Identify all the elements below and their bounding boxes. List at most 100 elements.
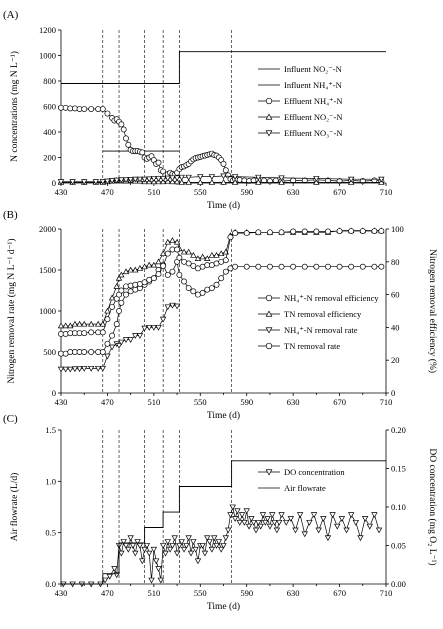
data-point [190, 288, 197, 295]
data-point [243, 230, 250, 237]
data-point [71, 366, 79, 373]
data-point [159, 543, 167, 549]
data-point [264, 516, 271, 522]
data-point [169, 237, 176, 243]
legend-entry: NH₄⁺-N removal rate [284, 325, 358, 335]
x-tick-label: 670 [333, 187, 346, 197]
data-point [173, 175, 181, 182]
data-point [134, 539, 141, 545]
data-point [176, 271, 183, 278]
data-point [176, 254, 183, 261]
data-point [215, 539, 223, 545]
legend: NH₄⁺-N removal efficiency TN removal effi… [258, 293, 379, 351]
legend-entry: Effluent NH₄⁺-N [284, 96, 343, 106]
data-point [171, 535, 178, 542]
data-point [185, 248, 192, 255]
y-tick-label: 1.0 [45, 476, 56, 486]
data-point [352, 519, 360, 526]
data-point [243, 508, 250, 515]
data-point [257, 523, 264, 530]
data-point [57, 322, 65, 329]
data-point [208, 546, 216, 553]
series-1 [58, 258, 385, 357]
data-point [324, 535, 332, 542]
data-point [255, 229, 262, 236]
data-point [248, 516, 255, 522]
data-point [169, 543, 176, 549]
data-point [232, 230, 239, 237]
data-point [176, 543, 183, 549]
data-point [155, 324, 162, 331]
x-tick-label: 710 [380, 187, 393, 197]
chart-panel-3: (C) 430 470 510 550 590 630 670 710 0.0 0.5 1.0 1.5 0… [3, 413, 438, 612]
y-axis-label: N concentrations (mg N L⁻¹) [9, 51, 20, 162]
data-point [127, 337, 134, 344]
legend-marker [265, 469, 273, 476]
data-point [190, 262, 197, 269]
data-point [278, 229, 285, 236]
series-line [61, 460, 386, 585]
y2-tick-label: 100 [391, 224, 404, 234]
y2-tick-label: 0.20 [391, 425, 406, 435]
data-point [123, 291, 129, 298]
data-point [132, 176, 139, 183]
data-point [310, 512, 318, 519]
data-point [325, 263, 331, 270]
data-point [99, 106, 106, 113]
y-tick-label: 0.5 [45, 528, 56, 538]
data-point [227, 234, 234, 241]
data-point [181, 278, 187, 285]
data-point [81, 106, 88, 113]
data-point [255, 174, 262, 181]
y2-tick-label: 0 [391, 388, 395, 398]
x-tick-label: 470 [101, 187, 114, 197]
data-point [296, 512, 304, 519]
data-point [101, 577, 109, 584]
legend: Influent NO₂⁻-N Influent NH₄⁺-N Effluent N… [258, 64, 343, 138]
x-tick-label: 470 [101, 397, 114, 407]
data-point [231, 174, 239, 180]
data-point [132, 266, 139, 273]
data-point [269, 512, 276, 519]
data-point [211, 535, 218, 542]
y-tick-label: 200 [43, 153, 56, 163]
data-point [173, 550, 181, 557]
data-point [69, 179, 76, 186]
data-point [113, 283, 120, 289]
data-point [250, 519, 257, 526]
data-point [113, 177, 120, 184]
data-point [236, 519, 243, 526]
data-point [278, 512, 285, 519]
legend: DO concentration Air flowrate [258, 467, 345, 493]
data-point [218, 275, 225, 282]
data-point [185, 174, 192, 181]
data-point [197, 179, 204, 185]
data-point [67, 322, 74, 329]
data-point [57, 366, 65, 373]
data-point [194, 255, 202, 261]
y2-tick-label: 60 [391, 290, 400, 300]
data-point [141, 176, 148, 183]
data-point [125, 546, 132, 553]
data-point [273, 527, 281, 534]
data-point [57, 179, 65, 186]
data-point [71, 320, 79, 327]
data-point [122, 337, 130, 344]
data-point [164, 539, 171, 545]
data-point [206, 539, 213, 545]
data-point [169, 178, 176, 185]
data-point [190, 539, 197, 545]
data-point [185, 260, 192, 267]
data-point [76, 320, 83, 327]
x-axis-label: Time (d) [207, 410, 240, 421]
x-tick-label: 550 [194, 397, 207, 407]
data-point [159, 176, 167, 182]
y-tick-label: 1500 [39, 265, 56, 275]
data-point [194, 558, 202, 565]
chart-panel-1: (A) 430 470 510 550 590 630 670 710 0 200 400 600 800… [3, 9, 392, 211]
data-point [190, 251, 197, 258]
x-tick-label: 670 [333, 588, 346, 598]
data-point [173, 178, 181, 185]
data-point [266, 229, 273, 236]
data-point [199, 543, 206, 549]
